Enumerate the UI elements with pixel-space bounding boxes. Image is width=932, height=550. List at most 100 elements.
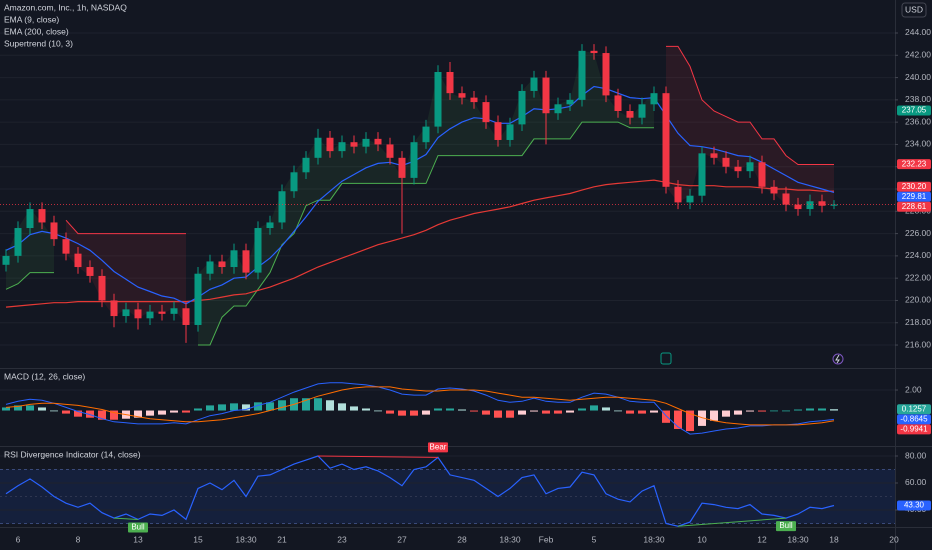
candle-body — [470, 97, 478, 103]
x-tick-label: 8 — [76, 534, 81, 544]
candle-body — [578, 50, 586, 100]
histogram-bar — [110, 410, 118, 420]
histogram-bar — [554, 410, 562, 414]
y-tick-label: 238.00 — [905, 94, 931, 104]
histogram-bar — [662, 410, 670, 423]
candle-body — [590, 50, 598, 54]
divergence-label: Bear — [430, 442, 447, 451]
ema-line — [5, 179, 835, 308]
histogram-bar — [38, 407, 46, 411]
histogram-bar — [242, 404, 250, 411]
chart-title: Amazon.com, Inc., 1h, NASDAQ — [4, 2, 127, 12]
histogram-bar — [542, 410, 550, 414]
candle-body — [818, 201, 826, 206]
y-tick-label: 242.00 — [905, 50, 931, 60]
earnings-icon[interactable] — [660, 352, 672, 365]
candle-body — [374, 138, 382, 145]
x-tick-label: 28 — [457, 534, 467, 544]
pane-title: RSI Divergence Indicator (14, close) — [4, 449, 141, 459]
price-tag — [897, 201, 931, 212]
divergence-label: Bull — [131, 523, 145, 532]
histogram-bar — [578, 408, 586, 411]
x-tick-label: 23 — [337, 534, 347, 544]
histogram-bar — [830, 409, 838, 411]
histogram-bar — [434, 408, 442, 411]
x-tick-label: 10 — [697, 534, 707, 544]
candle-body — [662, 93, 670, 187]
candle-body — [158, 311, 166, 314]
histogram-bar — [746, 410, 754, 412]
candle-body — [98, 275, 106, 301]
histogram-bar — [350, 406, 358, 411]
histogram-bar — [674, 410, 682, 429]
event-icon[interactable] — [832, 353, 844, 365]
histogram-bar — [218, 404, 226, 411]
y-tick-label: 60.00 — [905, 477, 927, 487]
x-tick-label: Feb — [539, 534, 554, 544]
macd-line — [5, 386, 835, 426]
y-tick-label: 224.00 — [905, 250, 931, 260]
histogram-bar — [302, 398, 310, 411]
candle-body — [542, 77, 550, 114]
x-tick-label: 21 — [277, 534, 287, 544]
y-tick-label: 234.00 — [905, 139, 931, 149]
candle-body — [242, 250, 250, 273]
candle-body — [554, 104, 562, 114]
currency: USD — [905, 4, 923, 14]
price-tag-label: -0.8645 — [900, 414, 928, 423]
candle-body — [278, 191, 286, 223]
histogram-bar — [50, 410, 58, 412]
price-tag — [897, 414, 931, 425]
histogram-bar — [98, 410, 106, 420]
histogram-bar — [794, 409, 802, 411]
candle-body — [266, 222, 274, 229]
divergence-label-box — [776, 521, 796, 532]
price-tag-label: -0.9941 — [900, 424, 928, 433]
candle-body — [722, 157, 730, 167]
histogram-bar — [506, 410, 514, 418]
histogram-bar — [374, 410, 382, 412]
price-tag-label: 228.61 — [902, 202, 927, 211]
y-tick-label: 236.00 — [905, 116, 931, 126]
histogram-bar — [602, 407, 610, 411]
candle-body — [386, 144, 394, 158]
candle-body — [398, 157, 406, 178]
histogram-bar — [254, 402, 262, 411]
histogram-bar — [326, 400, 334, 411]
candle-body — [362, 138, 370, 147]
histogram-bar — [734, 410, 742, 415]
divergence-label: Bull — [779, 521, 793, 530]
supertrend-line — [65, 45, 834, 235]
x-tick-label: 15 — [193, 534, 203, 544]
candle-body — [326, 137, 334, 152]
candle-body — [218, 261, 226, 268]
histogram-bar — [170, 410, 178, 413]
histogram-bar — [494, 410, 502, 418]
histogram-bar — [710, 410, 718, 421]
histogram-bar — [590, 405, 598, 411]
histogram-bar — [230, 403, 238, 411]
x-tick-label: 18:30 — [499, 534, 521, 544]
candle-body — [602, 53, 610, 96]
histogram-bar — [782, 410, 790, 412]
candle-body — [698, 153, 706, 196]
histogram-bar — [266, 402, 274, 411]
histogram-bar — [722, 410, 730, 417]
y-tick-label: 226.00 — [905, 228, 931, 238]
candle-body — [314, 137, 322, 158]
candle-body — [626, 111, 634, 118]
x-tick-label: 12 — [757, 534, 767, 544]
candle-body — [686, 195, 694, 203]
y-tick-label: 222.00 — [905, 272, 931, 282]
price-tag-label: 43.30 — [904, 501, 925, 510]
divergence-label-box — [128, 522, 148, 533]
candle-body — [290, 172, 298, 192]
price-tag — [897, 424, 931, 435]
candle-body — [338, 142, 346, 152]
candle-body — [26, 209, 34, 229]
price-tag — [897, 159, 931, 170]
price-tag-label: 0.1257 — [902, 404, 927, 413]
histogram-bar — [422, 410, 430, 415]
